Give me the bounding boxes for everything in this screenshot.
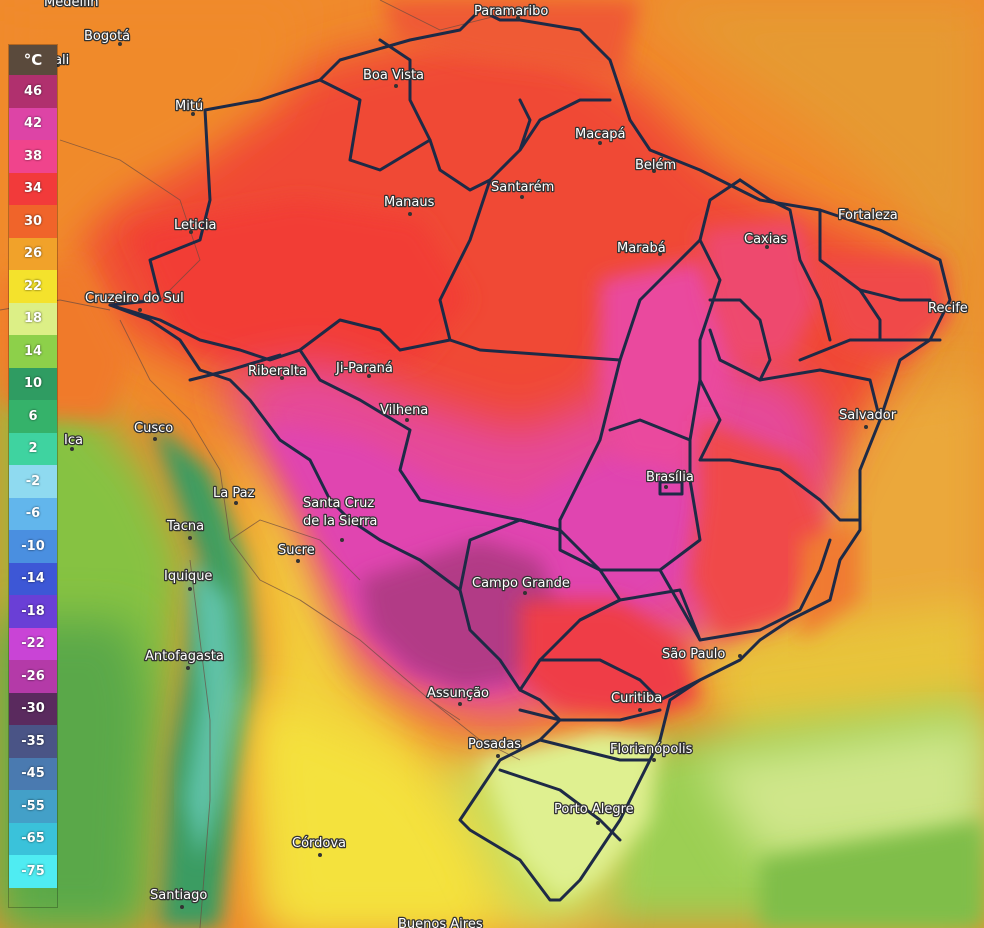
legend-stop: -45 [9, 757, 57, 790]
city-label-riberalta: Riberalta [248, 364, 307, 379]
city-label-vilhena: Vilhena [380, 403, 428, 418]
city-label-campo-grande: Campo Grande [472, 576, 570, 591]
city-label-santa-cruz-2: de la Sierra [303, 514, 377, 529]
state-borders [108, 8, 952, 902]
city-label-caxias: Caxias [744, 232, 787, 247]
legend-stop: 10 [9, 367, 57, 400]
federal-district [658, 480, 684, 496]
legend-stop: -22 [9, 627, 57, 660]
legend-stop: 18 [9, 302, 57, 335]
city-label-leticia: Leticia [174, 218, 216, 233]
city-label-maraba: Marabá [617, 241, 666, 256]
city-label-boa-vista: Boa Vista [363, 68, 424, 83]
legend-stop: 2 [9, 432, 57, 465]
city-label-brasilia: Brasília [646, 470, 694, 485]
city-label-manaus: Manaus [384, 195, 435, 210]
legend-unit: °C [9, 45, 57, 75]
legend-scale: 46 42 38 34 30 26 22 18 14 10 6 2 -2 -6 -10 -14 -18 -22 -2… [9, 75, 57, 888]
city-label-mitu: Mitú [175, 99, 203, 114]
city-label-salvador: Salvador [839, 408, 897, 423]
legend-stop: -26 [9, 660, 57, 693]
city-label-antofagasta: Antofagasta [145, 649, 224, 664]
city-label-medellin: Medellín [44, 0, 99, 10]
city-label-macapa: Macapá [575, 127, 626, 142]
legend-stop: -55 [9, 790, 57, 823]
city-label-posadas: Posadas [468, 737, 521, 752]
city-label-fortaleza: Fortaleza [838, 208, 898, 223]
city-label-sucre: Sucre [278, 543, 315, 558]
legend-stop: 26 [9, 237, 57, 270]
city-labels: Medellín Paramaribo Bogotá Cali Boa Vist… [43, 0, 969, 928]
legend-stop: -35 [9, 725, 57, 758]
city-label-la-paz: La Paz [213, 486, 255, 501]
legend-stop: 38 [9, 140, 57, 173]
legend-stop: 6 [9, 400, 57, 433]
legend-stop: 14 [9, 335, 57, 368]
city-label-sao-paulo: São Paulo [662, 647, 725, 662]
city-label-cordova: Córdova [292, 836, 346, 851]
city-label-cruzeiro-do-sul: Cruzeiro do Sul [85, 291, 184, 306]
city-label-santa-cruz-1: Santa Cruz [303, 496, 374, 511]
city-label-santarem: Santarém [491, 180, 554, 195]
legend-stop: 22 [9, 270, 57, 303]
legend-stop: -30 [9, 692, 57, 725]
legend-stop: 34 [9, 172, 57, 205]
legend-stop: -65 [9, 822, 57, 855]
city-label-bogota: Bogotá [84, 29, 130, 44]
legend-stop: -6 [9, 497, 57, 530]
city-label-santiago: Santiago [150, 888, 207, 903]
city-label-porto-alegre: Porto Alegre [554, 802, 634, 817]
city-label-iquique: Iquique [164, 569, 212, 584]
city-label-curitiba: Curitiba [611, 691, 662, 706]
brazil-outline [108, 8, 952, 902]
city-markers [56, 16, 946, 909]
legend-stop: -14 [9, 562, 57, 595]
city-label-tacna: Tacna [166, 519, 204, 534]
city-label-ica: Ica [64, 433, 83, 448]
city-label-recife: Recife [928, 301, 968, 316]
legend-stop: 30 [9, 205, 57, 238]
city-label-buenos-aires: Buenos Aires [398, 917, 483, 928]
city-label-florianopolis: Florianópolis [610, 742, 693, 757]
legend-stop: 46 [9, 75, 57, 108]
legend-stop: -10 [9, 530, 57, 563]
city-label-ji-parana: Ji-Paraná [335, 361, 393, 376]
temperature-legend: °C 46 42 38 34 30 26 22 18 14 10 6 2 -2 -6 -10 -14 -18 -2… [8, 44, 58, 908]
legend-stop: -2 [9, 465, 57, 498]
city-label-belem: Belém [635, 158, 676, 173]
city-label-paramaribo: Paramaribo [474, 4, 548, 19]
legend-stop: -75 [9, 855, 57, 888]
city-label-cusco: Cusco [134, 421, 173, 436]
legend-stop: 42 [9, 107, 57, 140]
legend-stop: -18 [9, 595, 57, 628]
city-label-assuncao: Assunção [427, 686, 489, 701]
